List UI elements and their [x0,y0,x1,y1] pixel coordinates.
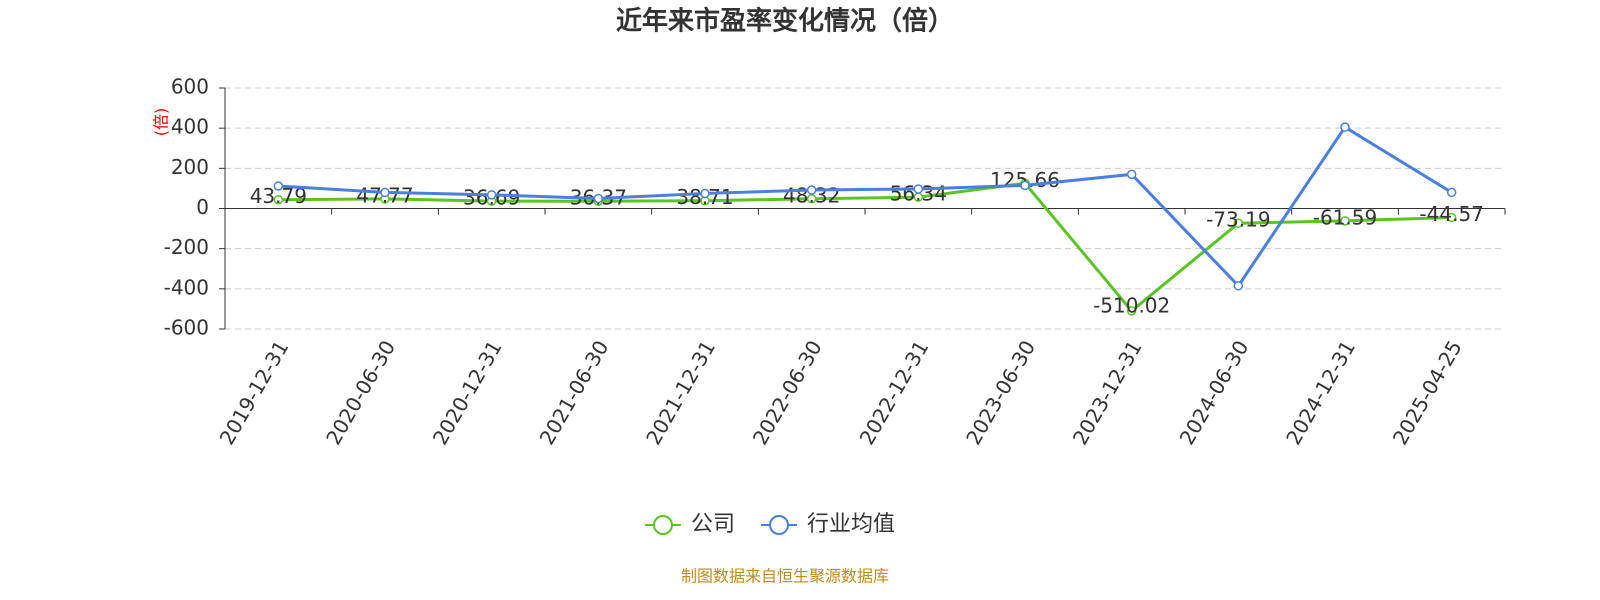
data-label: -61.59 [1313,205,1377,229]
series-line [278,125,1453,289]
y-tick-label: 200 [171,155,209,179]
y-tick-label: -600 [164,316,209,340]
point [1340,216,1350,226]
x-tick-label: 2021-06-30 [535,336,614,449]
chart-title: 近年来市盈率变化情况（倍） [616,6,954,37]
x-tick-label: 2020-12-31 [428,336,507,449]
source-note: 制图数据来自恒生聚源数据库 [681,567,889,586]
y-tick-label: 600 [171,75,209,99]
legend-marker [769,515,790,535]
x-tick-label: 2022-12-31 [855,336,934,449]
data-label: -73.19 [1206,208,1270,232]
x-tick-label: 2022-06-30 [748,336,827,449]
point [913,184,924,194]
x-tick-label: 2021-12-31 [641,336,720,449]
x-tick-label: 2019-12-31 [215,336,294,449]
x-tick-label: 2024-12-31 [1281,336,1360,449]
point [1126,306,1137,316]
y-tick-label: -200 [164,235,209,259]
point [380,187,390,198]
point [1233,281,1244,291]
x-tick-label: 2023-06-30 [961,336,1040,449]
data-label: -510.02 [1093,293,1170,317]
legend-label: 行业均值 [807,512,895,537]
x-tick-label: 2023-12-31 [1068,336,1147,449]
point [273,181,284,191]
point [1340,122,1350,132]
series-line [278,181,1452,314]
point [1233,218,1244,228]
point [700,188,710,199]
point [806,194,817,204]
y-tick-label: 400 [171,115,209,139]
x-tick-label: 2025-04-25 [1388,336,1467,449]
y-tick-label: -400 [164,275,209,299]
point [1126,169,1137,180]
point [806,185,817,195]
x-tick-label: 2020-06-30 [321,336,400,449]
point [1446,187,1457,198]
point [486,190,497,200]
point [273,194,284,205]
point [1020,180,1030,191]
data-label: -44.57 [1419,202,1483,226]
y-tick-label: 0 [196,195,209,219]
point [593,193,604,204]
x-tick-label: 2024-06-30 [1175,336,1254,449]
legend-marker [653,515,673,535]
y-axis-label: (倍) [152,108,171,137]
legend-label: 公司 [691,512,735,537]
point [1446,212,1457,223]
